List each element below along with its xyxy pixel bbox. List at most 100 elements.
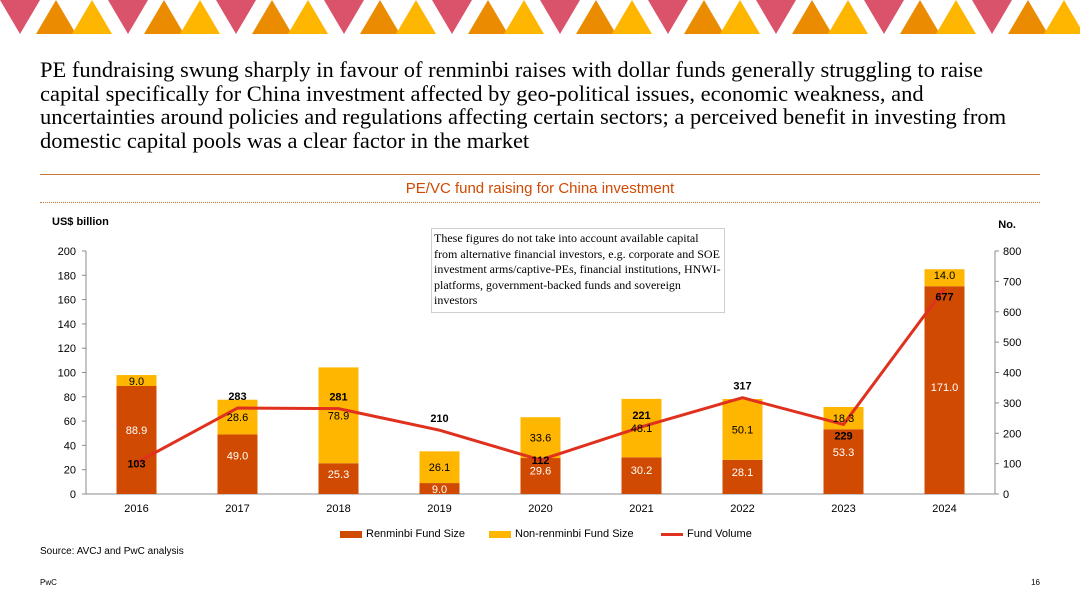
data-label-renminbi: 9.0 [432,484,447,496]
banner-triangle [108,0,148,34]
x-tick-label: 2018 [326,503,350,515]
data-label-non-renminbi: 26.1 [429,462,450,474]
banner-triangle [540,0,580,34]
legend-label-fund-volume: Fund Volume [687,528,752,540]
banner-triangle [180,0,220,34]
y-left-tick-label: 180 [58,270,76,282]
y-left-tick-label: 60 [64,416,76,428]
chart-title: PE/VC fund raising for China investment [405,180,675,197]
x-tick-label: 2017 [225,503,249,515]
bar-non-renminbi [116,375,157,386]
y-right-tick-label: 400 [1003,368,1021,380]
banner-triangle [756,0,796,34]
banner-triangle [972,0,1012,34]
bar-non-renminbi [217,399,258,435]
chart-title-divider [40,202,1040,203]
x-tick-label: 2020 [528,503,552,515]
banner-triangle [1008,0,1048,34]
banner-triangle [288,0,328,34]
banner-triangle [504,0,544,34]
y-right-tick-label: 0 [1003,489,1009,501]
bar-non-renminbi [419,451,460,484]
bar-non-renminbi [722,398,763,460]
legend-line-fund-volume [661,532,683,536]
x-tick-label: 2019 [427,503,451,515]
data-label-fund-volume: 677 [935,291,953,303]
x-tick-label: 2021 [629,503,653,515]
data-label-non-renminbi: 50.1 [732,424,753,436]
data-label-renminbi: 49.0 [227,450,248,462]
banner-triangle [720,0,760,34]
bar-renminbi [217,434,258,494]
line-fund-volume [135,287,946,465]
y-left-tick-label: 140 [58,319,76,331]
x-tick-label: 2022 [730,503,754,515]
banner-triangle [468,0,508,34]
data-label-renminbi: 25.3 [328,469,349,481]
y-right-tick-label: 200 [1003,428,1021,440]
y-right-tick-label: 600 [1003,307,1021,319]
data-label-renminbi: 28.1 [732,467,753,479]
banner-triangle [252,0,292,34]
data-label-renminbi: 171.0 [931,382,959,394]
fund-raising-chart: 0 20 40 60 80 100 120 140 160 180 200 US$ billion 0 1… [52,216,1021,515]
y-left-tick-label: 80 [64,392,76,404]
decorative-banner [0,0,1080,34]
data-label-renminbi: 53.3 [833,447,854,459]
footer-brand: PwC [40,578,57,587]
bar-non-renminbi [520,417,561,459]
page-title: PE fundraising swung sharply in favour o… [40,57,1007,153]
banner-triangle [576,0,616,34]
bar-renminbi [722,459,763,494]
banner-triangle [648,0,688,34]
banner-triangle [144,0,184,34]
banner-triangle [900,0,940,34]
x-tick-label: 2016 [124,503,148,515]
data-label-fund-volume: 103 [127,459,145,471]
banner-triangle [396,0,436,34]
page-number: 16 [1031,578,1040,587]
y-right-tick-label: 100 [1003,459,1021,471]
legend-item-renminbi: Renminbi Fund Size [340,528,465,540]
bar-renminbi [116,385,157,494]
bar-non-renminbi [318,367,359,464]
legend-swatch-non-renminbi [489,530,511,538]
data-label-fund-volume: 112 [532,455,550,467]
banner-triangle [828,0,868,34]
legend-item-fund-volume: Fund Volume [661,528,752,540]
data-label-renminbi: 88.9 [126,425,147,437]
annotation-note: These figures do not take into account a… [431,228,725,313]
banner-triangle [0,0,40,34]
y-left-tick-label: 0 [70,489,76,501]
banner-triangle [1044,0,1080,34]
x-tick-label: 2023 [831,503,855,515]
banner-triangle [324,0,364,34]
bar-renminbi [318,463,359,494]
legend-label-non-renminbi: Non-renminbi Fund Size [515,528,634,540]
bar-renminbi [520,458,561,494]
y-right-tick-label: 300 [1003,398,1021,410]
banner-triangle [684,0,724,34]
y-left-tick-label: 40 [64,440,76,452]
y-left-tick-label: 120 [58,343,76,355]
legend-swatch-renminbi [340,530,362,538]
y-left-tick-label: 200 [58,246,76,258]
banner-triangle [72,0,112,34]
y-left-tick-label: 100 [58,368,76,380]
data-label-non-renminbi: 9.0 [129,376,144,388]
data-label-non-renminbi: 28.6 [227,412,248,424]
banner-triangle [432,0,472,34]
banner-triangle [360,0,400,34]
data-label-non-renminbi: 78.9 [328,410,349,422]
y-left-tick-label: 160 [58,295,76,307]
bar-renminbi [924,286,965,494]
data-label-renminbi: 29.6 [530,466,551,478]
banner-triangle [864,0,904,34]
data-label-fund-volume: 229 [834,430,852,442]
data-label-renminbi: 30.2 [631,465,652,477]
banner-triangle [612,0,652,34]
bar-non-renminbi [924,269,965,287]
data-label-non-renminbi: 18.3 [833,413,854,425]
x-tick-label: 2024 [932,503,956,515]
bar-renminbi [823,429,864,494]
